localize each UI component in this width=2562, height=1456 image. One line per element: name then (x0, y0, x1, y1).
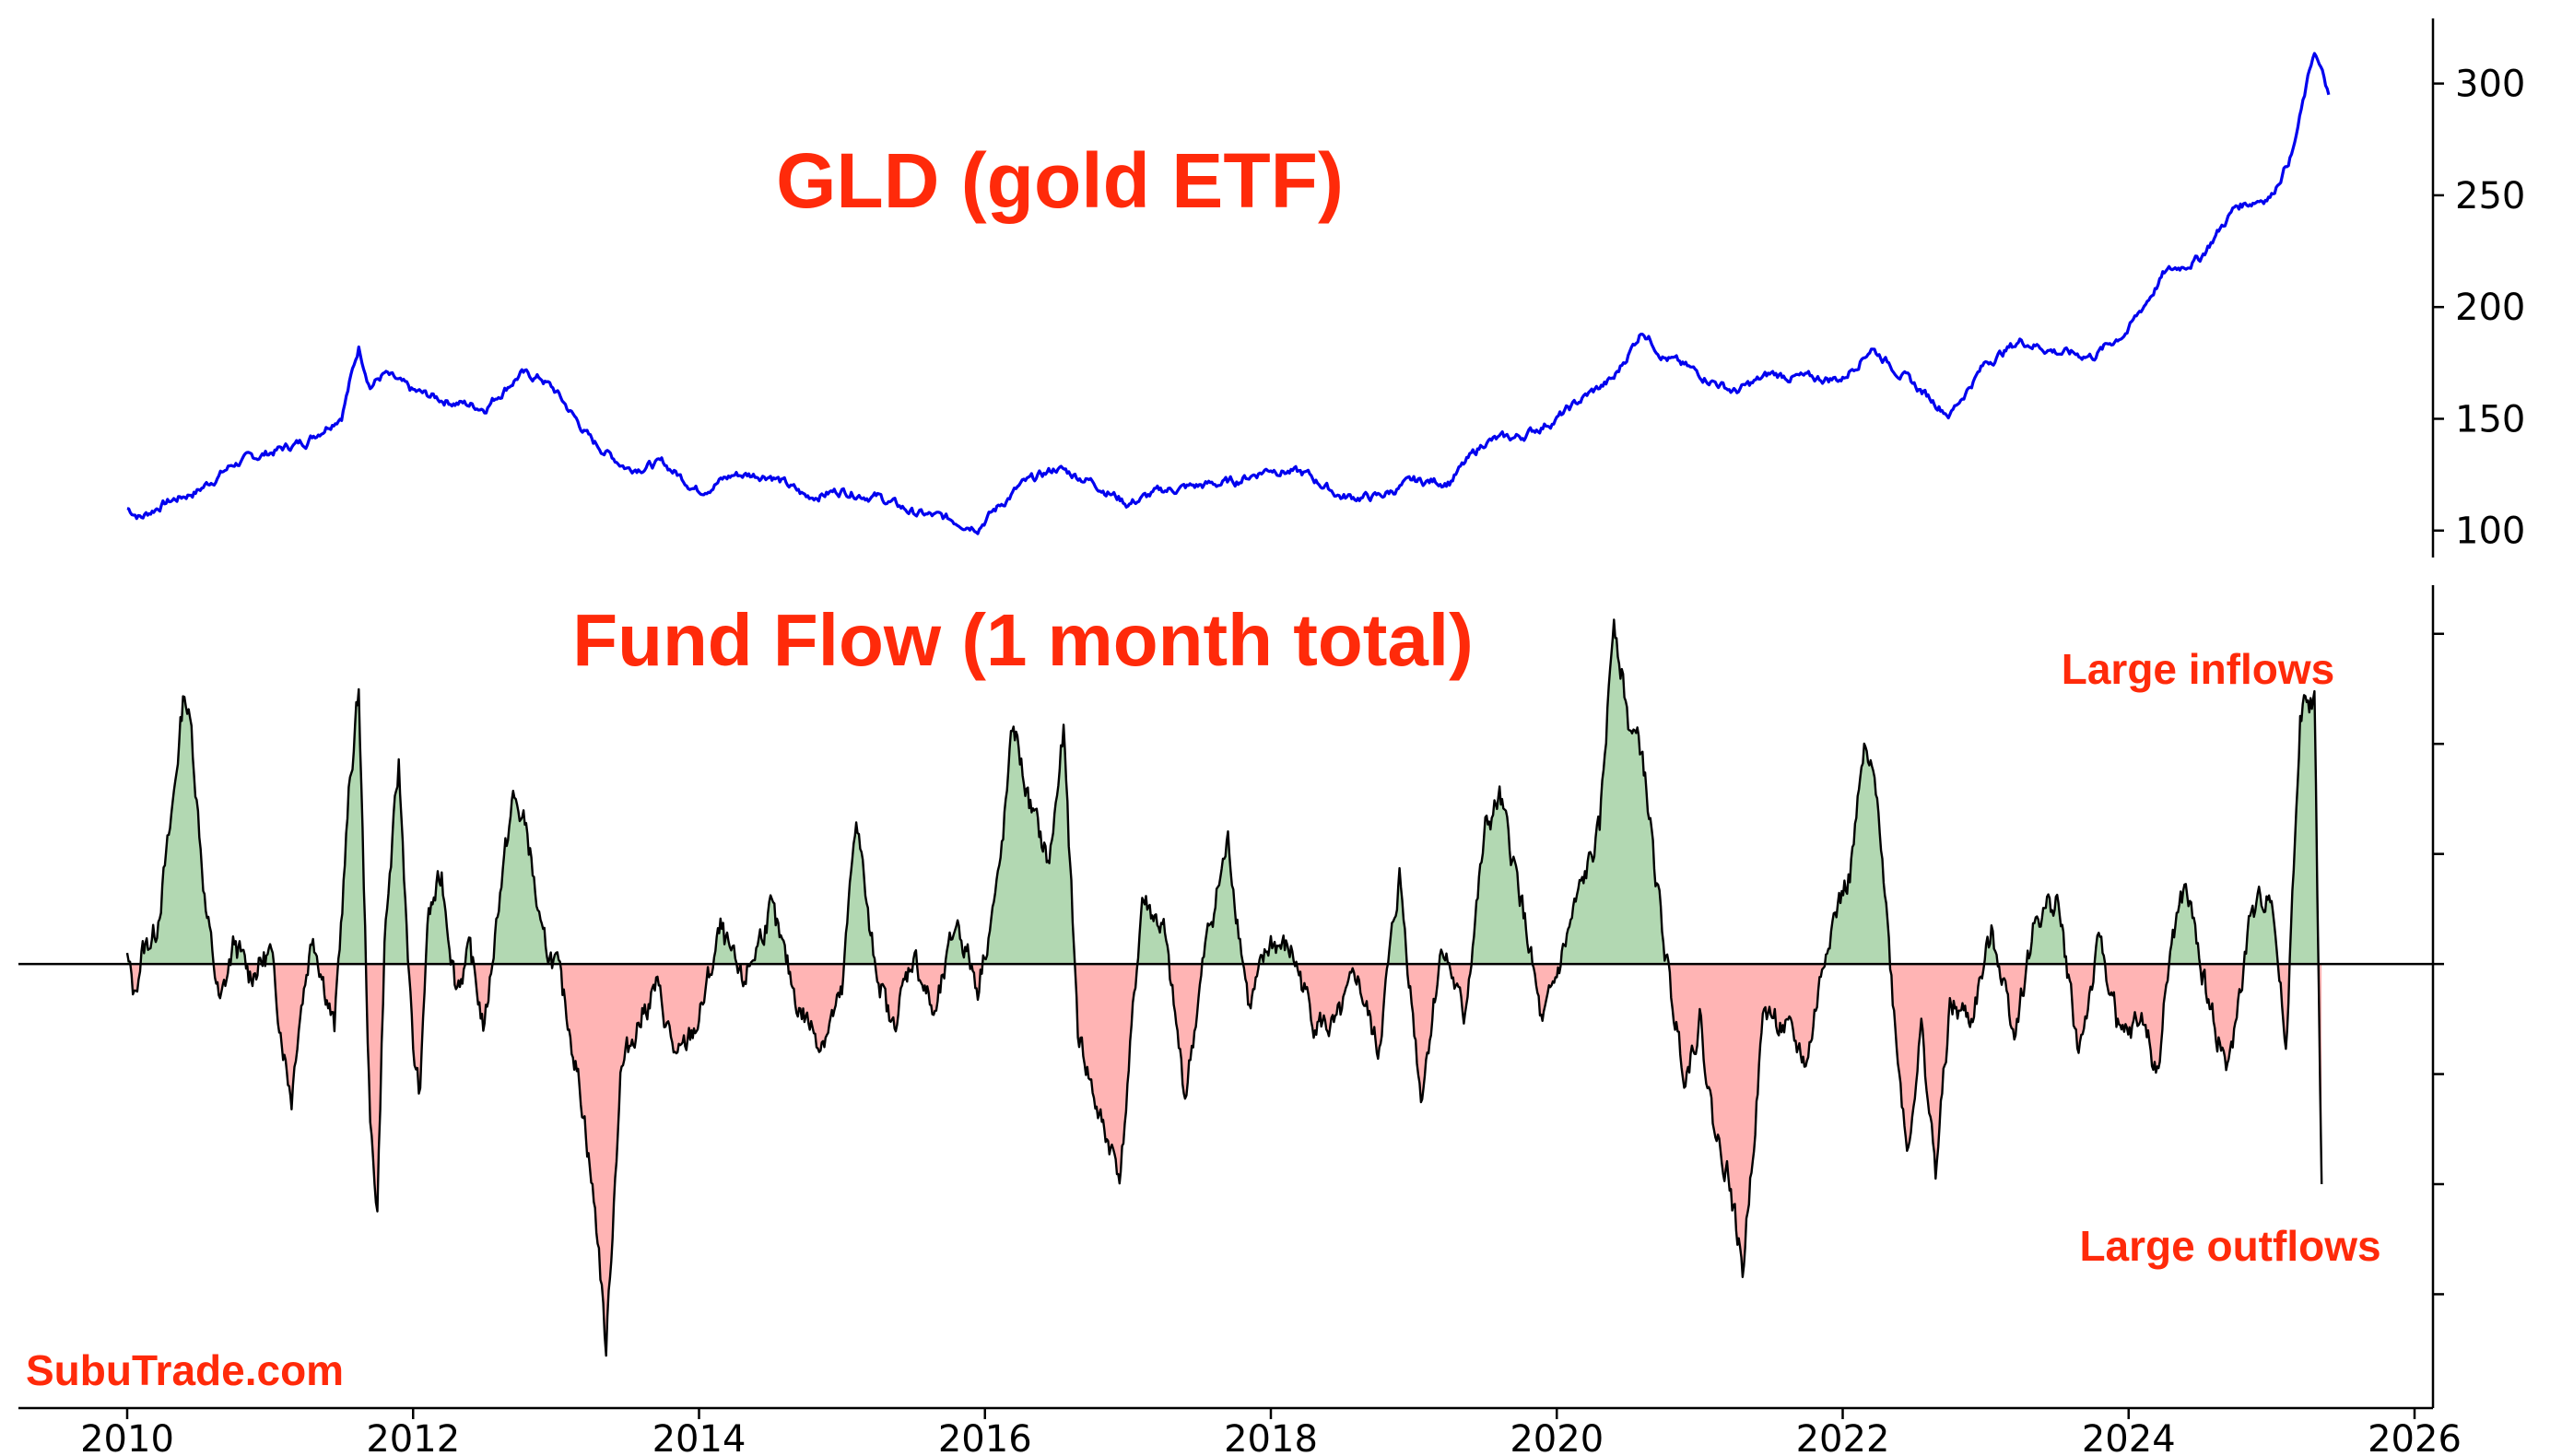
x-tick-label: 2018 (1224, 1418, 1318, 1456)
x-tick-label: 2016 (938, 1418, 1032, 1456)
inflow-area (127, 619, 2322, 965)
x-tick-label: 2010 (80, 1418, 174, 1456)
price-tick-label: 100 (2455, 511, 2525, 553)
fund-flow-panel: 2010 2012 2014 2016 2018 2020 2022 2024 2026 Fun… (18, 585, 2462, 1456)
x-tick-label: 2024 (2082, 1418, 2176, 1456)
watermark: SubuTrade.com (26, 1346, 344, 1394)
price-tick-label: 250 (2455, 175, 2525, 217)
price-y-ticks: 100 150 200 250 300 (2433, 64, 2525, 553)
gld-price-panel: 100 150 200 250 300 GLD (gold ETF) (126, 18, 2525, 558)
price-tick-label: 150 (2455, 398, 2525, 440)
price-tick-label: 300 (2455, 64, 2525, 106)
price-tick-label: 200 (2455, 287, 2525, 329)
large-outflows-label: Large outflows (2079, 1222, 2380, 1270)
x-tick-label: 2020 (1510, 1418, 1604, 1456)
x-tick-label: 2012 (366, 1418, 460, 1456)
gld-title: GLD (gold ETF) (776, 137, 1344, 224)
flow-y-ticks (2433, 632, 2444, 1296)
large-inflows-label: Large inflows (2062, 645, 2334, 693)
x-tick-label: 2014 (652, 1418, 746, 1456)
outflow-area (127, 964, 2322, 1356)
x-tick-label: 2026 (2368, 1418, 2462, 1456)
x-tick-label: 2022 (1796, 1418, 1890, 1456)
gld-price-line (126, 52, 2331, 535)
x-ticks: 2010 2012 2014 2016 2018 2020 2022 2024 2026 (80, 1408, 2462, 1456)
fund-flow-title: Fund Flow (1 month total) (572, 599, 1474, 681)
fund-flow-line (125, 618, 2323, 1357)
